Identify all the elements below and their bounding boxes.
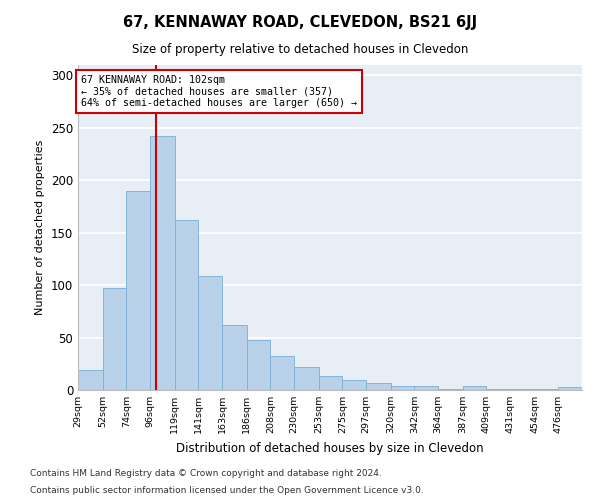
Bar [559,387,582,390]
Bar [294,367,319,390]
Bar [535,389,559,390]
Bar [103,288,127,390]
Bar [150,136,175,390]
Bar [366,382,391,390]
Bar [487,389,510,390]
Text: Contains HM Land Registry data © Crown copyright and database right 2024.: Contains HM Land Registry data © Crown c… [30,468,382,477]
Bar [127,191,150,390]
Bar [319,376,343,390]
Bar [415,386,438,390]
Text: Contains public sector information licensed under the Open Government Licence v3: Contains public sector information licen… [30,486,424,495]
Bar [271,356,294,390]
Bar [199,276,222,390]
X-axis label: Distribution of detached houses by size in Clevedon: Distribution of detached houses by size … [176,442,484,454]
Y-axis label: Number of detached properties: Number of detached properties [35,140,46,315]
Bar [247,340,271,390]
Bar [222,325,247,390]
Bar [510,389,535,390]
Bar [343,380,366,390]
Bar [438,389,463,390]
Text: Size of property relative to detached houses in Clevedon: Size of property relative to detached ho… [132,42,468,56]
Bar [463,386,487,390]
Bar [391,386,415,390]
Text: 67, KENNAWAY ROAD, CLEVEDON, BS21 6JJ: 67, KENNAWAY ROAD, CLEVEDON, BS21 6JJ [123,15,477,30]
Text: 67 KENNAWAY ROAD: 102sqm
← 35% of detached houses are smaller (357)
64% of semi-: 67 KENNAWAY ROAD: 102sqm ← 35% of detach… [80,74,356,108]
Bar [78,370,103,390]
Bar [175,220,199,390]
